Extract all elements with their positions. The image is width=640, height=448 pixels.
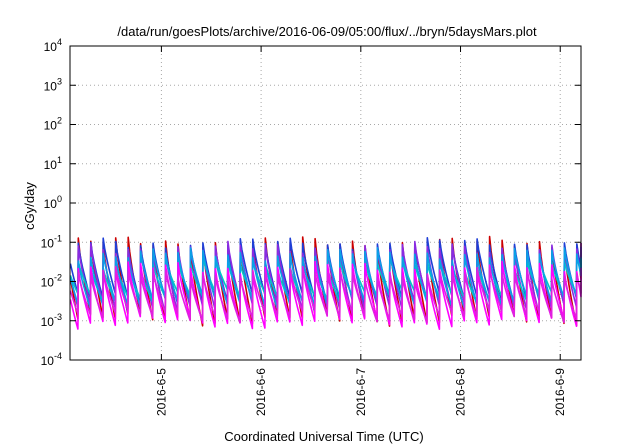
y-tick-label: 104 xyxy=(44,37,62,54)
y-tick-label: 10-4 xyxy=(41,351,62,368)
x-tick-label: 2016-6-5 xyxy=(154,368,168,416)
y-tick-label: 101 xyxy=(44,155,62,172)
y-tick-label: 10-3 xyxy=(41,312,62,329)
axis-ticks: 10-4 10-3 10-2 10-1 100 101 102 103 104 2016-6-5 2… xyxy=(41,37,581,416)
x-tick-label: 2016-6-8 xyxy=(454,368,468,416)
y-tick-label: 10-1 xyxy=(41,233,62,250)
chart-title: /data/run/goesPlots/archive/2016-06-09/0… xyxy=(117,24,537,39)
x-tick-label: 2016-6-7 xyxy=(354,368,368,416)
x-tick-label: 2016-6-6 xyxy=(254,368,268,416)
grid-lines xyxy=(70,46,581,360)
x-tick-label: 2016-6-9 xyxy=(553,368,567,416)
x-axis-title: Coordinated Universal Time (UTC) xyxy=(224,429,423,444)
y-tick-label: 103 xyxy=(44,76,62,93)
series-line xyxy=(69,265,582,324)
data-series-group xyxy=(69,235,582,330)
y-axis-title: cGy/day xyxy=(22,182,37,230)
y-tick-label: 102 xyxy=(44,116,62,133)
y-tick-label: 10-2 xyxy=(41,273,62,290)
y-tick-label: 100 xyxy=(44,194,62,211)
